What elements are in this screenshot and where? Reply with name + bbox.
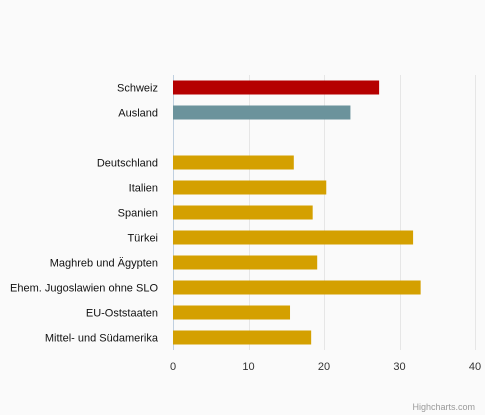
bar[interactable] (173, 105, 351, 120)
x-tick-label: 40 (469, 361, 481, 373)
bar[interactable] (173, 280, 421, 295)
bar[interactable] (173, 205, 313, 220)
bar[interactable] (173, 80, 380, 95)
category-label: Türkei (127, 233, 158, 245)
category-label: Schweiz (117, 83, 158, 95)
x-tick-label: 20 (318, 361, 330, 373)
gridlines (173, 75, 476, 350)
category-label: Ausland (118, 108, 158, 120)
bars (173, 80, 421, 345)
bar[interactable] (173, 330, 312, 345)
category-label: EU-Oststaaten (86, 308, 158, 320)
category-label: Mittel- und Südamerika (45, 333, 159, 345)
bar[interactable] (173, 255, 318, 270)
category-label: Italien (129, 183, 158, 195)
bar[interactable] (173, 155, 294, 170)
x-tick-label: 10 (242, 361, 254, 373)
x-axis-ticks: 0 10 20 30 40 (170, 361, 481, 373)
bar[interactable] (173, 305, 291, 320)
category-label: Spanien (118, 208, 158, 220)
category-label: Maghreb und Ägypten (50, 258, 158, 270)
category-label: Ehem. Jugoslawien ohne SLO (10, 283, 158, 295)
credits-link[interactable]: Highcharts.com (412, 402, 475, 412)
bar[interactable] (173, 230, 414, 245)
category-label: Deutschland (97, 158, 158, 170)
x-tick-label: 0 (170, 361, 176, 373)
x-tick-label: 30 (393, 361, 405, 373)
bar[interactable] (173, 180, 327, 195)
category-labels: Schweiz Ausland Deutschland Italien Spanien T… (10, 83, 159, 345)
